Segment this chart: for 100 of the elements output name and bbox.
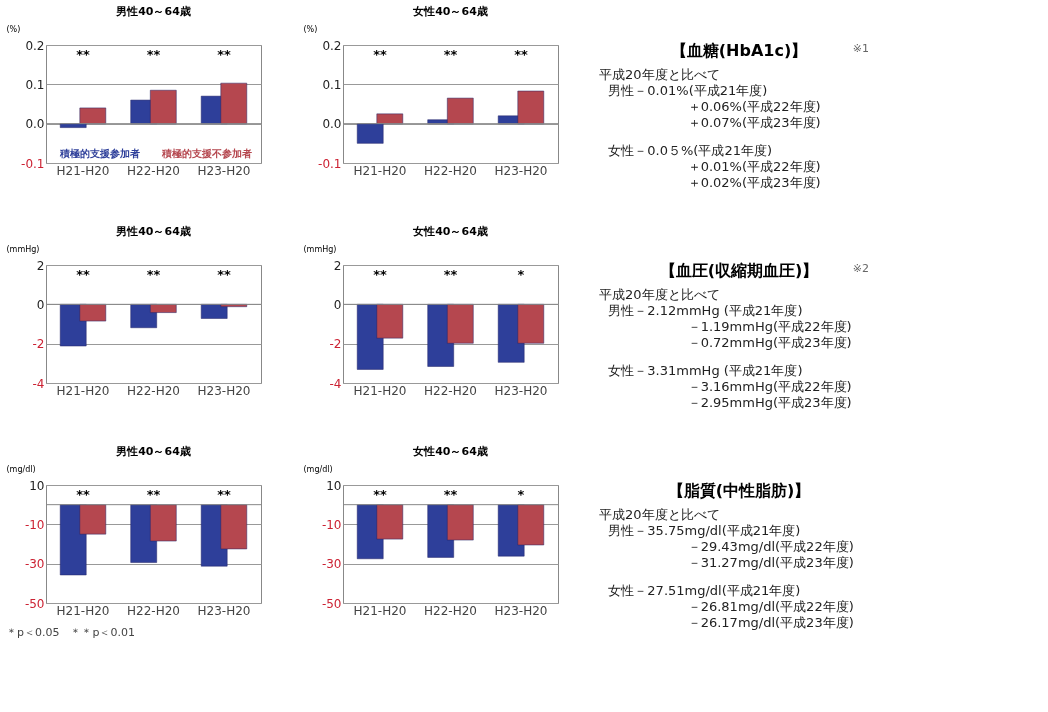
- annotation: **: [217, 486, 231, 502]
- x-tick-label: H22-H20: [127, 603, 180, 618]
- y-tick-label: 0.2: [25, 38, 45, 53]
- y-tick-label: -10: [24, 517, 45, 532]
- y-tick-label: 0.1: [322, 77, 342, 92]
- y-tick-label: 10: [29, 478, 45, 493]
- chart-title: 男性40～64歳: [115, 225, 191, 238]
- annotation: *: [517, 266, 525, 282]
- text: 積極的支援参加者: [58, 148, 140, 159]
- text: ＋0.02%(平成23年度): [687, 175, 821, 190]
- text: 【血糖(HbA1c)】: [670, 41, 808, 60]
- y-tick-label: -0.1: [318, 156, 342, 171]
- annotation: **: [373, 266, 387, 282]
- annotation: **: [443, 266, 458, 282]
- y-tick-label: 0: [333, 297, 342, 312]
- y-tick-label: 0.0: [25, 117, 45, 132]
- y-tick-label: -50: [321, 596, 342, 611]
- text: 積極的支援不参加者: [161, 148, 253, 159]
- y-tick-label: 0.1: [25, 77, 45, 92]
- y-tick-label: 10: [326, 478, 342, 493]
- text: ※2: [852, 262, 870, 275]
- text: －2.95mmHg(平成23年度): [687, 395, 852, 410]
- y-tick-label: -4: [32, 376, 45, 391]
- x-tick-label: H22-H20: [127, 163, 180, 178]
- annotation: **: [76, 486, 90, 502]
- y-tick-label: -50: [24, 596, 45, 611]
- annotation: **: [373, 46, 387, 62]
- y-tick-label: 2: [333, 258, 342, 273]
- y-tick-label: 0.0: [322, 117, 342, 132]
- x-tick-label: H21-H20: [353, 603, 407, 618]
- annotation: **: [146, 486, 161, 502]
- y-axis-title: (%): [6, 24, 21, 34]
- text: －26.81mg/dl(平成22年度): [687, 599, 854, 614]
- text: －26.17mg/dl(平成23年度): [687, 615, 854, 630]
- text: －31.27mg/dl(平成23年度): [687, 555, 854, 570]
- text: ＊p＜0.05 ＊＊p＜0.01: [6, 626, 135, 639]
- y-tick-label: -4: [329, 376, 342, 391]
- x-tick-label: H21-H20: [56, 163, 110, 178]
- text: ＋0.07%(平成23年度): [687, 115, 821, 130]
- chart-title: 女性40～64歳: [412, 5, 488, 18]
- text: ＋0.06%(平成22年度): [687, 99, 821, 114]
- x-tick-label: H21-H20: [353, 383, 407, 398]
- chart-title: 男性40～64歳: [115, 445, 191, 458]
- x-tick-label: H22-H20: [424, 163, 477, 178]
- text: 女性－27.51mg/dl(平成21年度): [608, 583, 801, 598]
- text: 平成20年度と比べて: [599, 67, 720, 82]
- x-tick-label: H23-H20: [494, 163, 548, 178]
- y-tick-label: 2: [36, 258, 45, 273]
- annotation: **: [76, 266, 90, 282]
- y-tick-label: -0.1: [21, 156, 45, 171]
- y-axis-title: (mg/dl): [6, 464, 36, 474]
- x-tick-label: H21-H20: [353, 163, 407, 178]
- x-tick-label: H23-H20: [197, 383, 251, 398]
- y-tick-label: -2: [32, 337, 45, 352]
- text: －0.72mmHg(平成23年度): [687, 335, 852, 350]
- chart-title: 女性40～64歳: [412, 445, 488, 458]
- annotation: **: [373, 486, 387, 502]
- text: 男性－35.75mg/dl(平成21年度): [608, 523, 801, 538]
- chart-title: 女性40～64歳: [412, 225, 488, 238]
- annotation: **: [443, 486, 458, 502]
- y-axis-title: (%): [303, 24, 318, 34]
- text: 平成20年度と比べて: [599, 287, 720, 302]
- x-tick-label: H22-H20: [424, 603, 477, 618]
- annotation: **: [146, 46, 161, 62]
- text: 女性－0.0５%(平成21年度): [608, 143, 773, 158]
- x-tick-label: H22-H20: [127, 383, 180, 398]
- text: ＋0.01%(平成22年度): [687, 159, 821, 174]
- y-axis-title: (mg/dl): [303, 464, 333, 474]
- text: ※1: [852, 42, 870, 55]
- text: 【血圧(収縮期血圧)】: [659, 261, 819, 280]
- annotation: **: [443, 46, 458, 62]
- text: 平成20年度と比べて: [599, 507, 720, 522]
- text: －3.16mmHg(平成22年度): [687, 379, 852, 394]
- y-tick-label: -10: [321, 517, 342, 532]
- x-tick-label: H22-H20: [424, 383, 477, 398]
- annotation: **: [146, 266, 161, 282]
- text: 女性－3.31mmHg (平成21年度): [608, 363, 803, 378]
- annotation: **: [514, 46, 528, 62]
- y-axis-title: (mmHg): [303, 244, 337, 254]
- text: 【脂質(中性脂肪)】: [667, 481, 811, 500]
- annotation: **: [217, 46, 231, 62]
- y-tick-label: -30: [24, 557, 45, 572]
- x-tick-label: H23-H20: [197, 603, 251, 618]
- y-tick-label: 0: [36, 297, 45, 312]
- x-tick-label: H23-H20: [197, 163, 251, 178]
- text: －1.19mmHg(平成22年度): [687, 319, 852, 334]
- y-tick-label: -30: [321, 557, 342, 572]
- x-tick-label: H23-H20: [494, 603, 548, 618]
- text: 男性－2.12mmHg (平成21年度): [608, 303, 803, 318]
- y-tick-label: -2: [329, 337, 342, 352]
- text: 男性－0.01%(平成21年度): [608, 83, 768, 98]
- annotation: *: [517, 486, 525, 502]
- y-axis-title: (mmHg): [6, 244, 40, 254]
- x-tick-label: H23-H20: [494, 383, 548, 398]
- y-tick-label: 0.2: [322, 38, 342, 53]
- annotation: **: [217, 266, 231, 282]
- annotation: **: [76, 46, 90, 62]
- x-tick-label: H21-H20: [56, 603, 110, 618]
- x-tick-label: H21-H20: [56, 383, 110, 398]
- chart-title: 男性40～64歳: [115, 5, 191, 18]
